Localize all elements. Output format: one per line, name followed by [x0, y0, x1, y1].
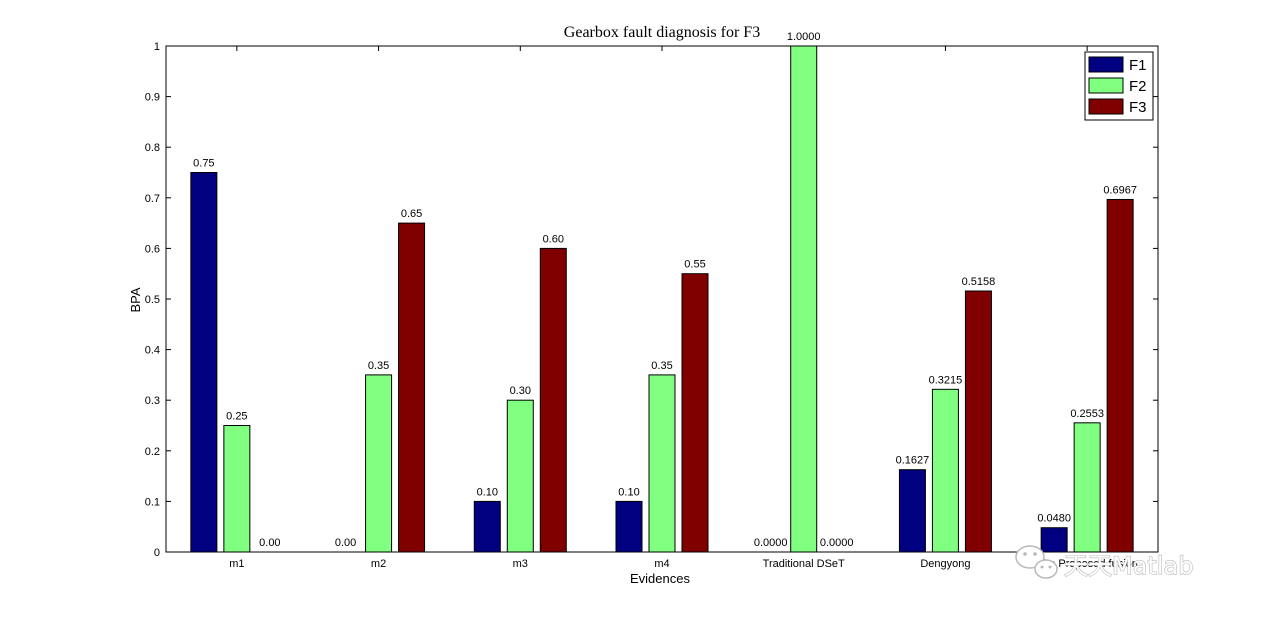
data-label: 0.35 [651, 360, 672, 372]
x-tick-label: Dengyong [920, 558, 970, 570]
legend-label-f1: F1 [1129, 57, 1147, 74]
legend-swatch-f2 [1088, 77, 1124, 94]
data-label: 0.25 [226, 411, 247, 423]
tick-layer: 0 0.1 0.2 0.3 0.4 0.5 0.6 0.7 0.8 0.9 1 m1 m2 m3 m4 Tra… [145, 41, 1158, 570]
y-tick-label: 0.9 [145, 92, 160, 104]
data-label: 0.6967 [1103, 184, 1137, 196]
data-label: 1.0000 [787, 31, 821, 43]
y-tick-label: 0.4 [145, 345, 160, 357]
x-tick-label: m1 [229, 558, 244, 570]
y-tick-label: 0 [154, 547, 160, 559]
bar-f2 [648, 374, 676, 553]
bar-f1 [615, 500, 643, 553]
bars-layer [190, 45, 1134, 553]
data-label: 0.0000 [754, 537, 788, 549]
bar-f1 [1040, 527, 1068, 553]
data-label: 0.75 [193, 158, 214, 170]
bar-f3 [539, 247, 567, 553]
bar-f2 [1073, 422, 1101, 553]
bar-f3 [1106, 198, 1134, 553]
bar-f2 [506, 399, 534, 553]
bar-f3 [398, 222, 426, 553]
legend-swatch-f1 [1088, 56, 1124, 73]
x-tick-label: The Proposed fusion [1036, 558, 1138, 570]
bar-f1 [473, 500, 501, 553]
y-tick-label: 0.1 [145, 496, 160, 508]
chart-title: Gearbox fault diagnosis for F3 [564, 24, 760, 41]
legend-swatch-f3 [1088, 98, 1124, 115]
watermark-text: 天天Matlab [1064, 552, 1193, 580]
x-tick-label: Traditional DSeT [763, 558, 845, 570]
data-label: 0.3215 [929, 374, 963, 386]
bar-f3 [964, 290, 992, 553]
y-tick-label: 0.3 [145, 395, 160, 407]
y-tick-label: 0.6 [145, 243, 160, 255]
legend-label-f2: F2 [1129, 78, 1147, 95]
x-tick-label: m3 [513, 558, 528, 570]
x-axis-label: Evidences [630, 571, 690, 586]
data-label: 0.00 [259, 537, 280, 549]
data-label: 0.60 [543, 233, 564, 245]
y-tick-label: 1 [154, 41, 160, 53]
data-label: 0.10 [618, 486, 639, 498]
data-label: 0.5158 [962, 276, 996, 288]
data-label: 0.30 [510, 385, 531, 397]
legend: F1 F2 F3 [1084, 51, 1154, 121]
y-tick-label: 0.2 [145, 446, 160, 458]
x-tick-label: m4 [654, 558, 669, 570]
watermark: 天天Matlab [1015, 545, 1194, 581]
wechat-icon [1015, 545, 1058, 579]
data-labels-layer: 0.75 0.25 0.00 0.35 0.65 0.10 0.30 0.60 0.10 0.35… [193, 31, 1137, 549]
y-tick-label: 0.5 [145, 294, 160, 306]
bar-f1 [898, 469, 926, 553]
y-tick-label: 0.7 [145, 193, 160, 205]
data-label: 0.65 [401, 208, 422, 220]
x-tick-label: m2 [371, 558, 386, 570]
data-label: 0.55 [684, 259, 705, 271]
data-label: 0.0000 [820, 537, 854, 549]
bar-f2 [790, 45, 818, 553]
data-label: 0.2553 [1070, 408, 1104, 420]
y-tick-label: 0.8 [145, 142, 160, 154]
data-label: 0.00 [335, 537, 356, 549]
bar-f2 [223, 425, 251, 553]
data-label: 0.35 [368, 360, 389, 372]
data-label: 0.0480 [1037, 513, 1071, 525]
bar-f2 [931, 388, 959, 553]
bar-f2 [365, 374, 393, 553]
bar-f1 [190, 172, 218, 553]
legend-label-f3: F3 [1129, 99, 1147, 116]
data-label: 0.10 [477, 486, 498, 498]
bar-f3 [681, 273, 709, 553]
y-axis-label: BPA [128, 287, 143, 312]
data-label: 0.1627 [896, 455, 930, 467]
